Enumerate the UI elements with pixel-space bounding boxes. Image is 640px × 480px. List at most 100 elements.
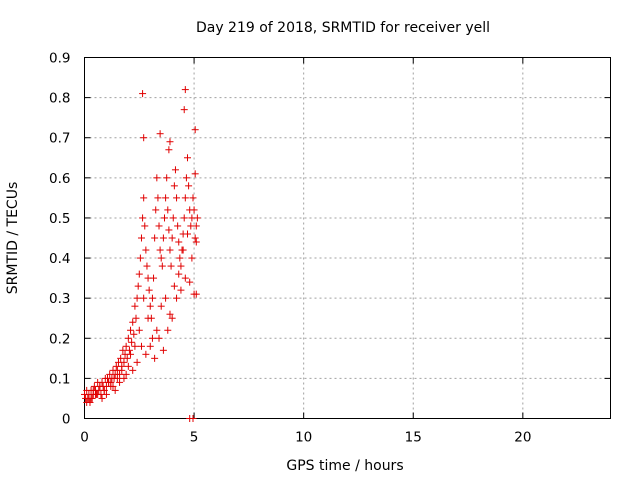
data-point <box>151 354 159 362</box>
data-point <box>166 246 174 254</box>
data-point <box>181 194 189 202</box>
data-point <box>143 262 151 270</box>
data-point <box>165 226 173 234</box>
data-point <box>139 90 147 98</box>
data-point <box>184 154 192 162</box>
data-point <box>189 194 197 202</box>
data-point <box>170 182 178 190</box>
data-point <box>167 262 175 270</box>
data-point <box>111 386 119 394</box>
data-point <box>190 206 198 214</box>
data-point <box>154 194 162 202</box>
data-point <box>133 294 141 302</box>
data-point <box>123 354 131 362</box>
data-point <box>180 214 188 222</box>
data-point <box>170 282 178 290</box>
data-point <box>191 170 199 178</box>
data-point <box>146 342 154 350</box>
data-point <box>132 314 140 322</box>
data-point <box>118 366 126 374</box>
data-point <box>156 246 164 254</box>
data-point <box>164 206 172 214</box>
data-point <box>124 334 132 342</box>
x-tick-label: 10 <box>295 430 312 446</box>
plot-frame <box>84 57 611 419</box>
y-tick-label: 0.3 <box>49 291 70 307</box>
data-point <box>137 342 145 350</box>
data-point <box>153 174 161 182</box>
data-point <box>193 214 201 222</box>
data-point <box>181 274 189 282</box>
data-point <box>176 254 184 262</box>
data-point <box>139 214 147 222</box>
x-tick-labels: 0 5 10 15 20 <box>80 430 531 446</box>
data-point <box>162 194 170 202</box>
data-point <box>102 390 110 398</box>
data-point <box>180 106 188 114</box>
data-point <box>168 314 176 322</box>
data-point <box>135 326 143 334</box>
data-point <box>191 126 199 134</box>
data-point <box>89 386 97 394</box>
data-point <box>144 314 152 322</box>
y-tick-label: 0.9 <box>49 51 70 67</box>
data-point <box>156 130 164 138</box>
y-tick-labels: 0 0.1 0.2 0.3 0.4 0.5 0.6 0.7 0.8 0.9 <box>49 51 70 428</box>
data-point <box>107 382 115 390</box>
data-point <box>129 318 137 326</box>
data-point <box>140 294 148 302</box>
data-point <box>116 370 124 378</box>
data-point <box>122 342 130 350</box>
data-point <box>159 234 167 242</box>
data-point <box>148 294 156 302</box>
data-point <box>131 342 139 350</box>
data-point <box>148 334 156 342</box>
data-point <box>133 358 141 366</box>
data-point <box>191 234 199 242</box>
data-point <box>140 134 148 142</box>
data-point <box>125 346 133 354</box>
data-point <box>116 378 124 386</box>
data-point <box>124 362 132 370</box>
data-point <box>175 270 183 278</box>
data-point <box>166 310 174 318</box>
data-point <box>146 302 154 310</box>
y-tick-label: 0.8 <box>49 91 70 107</box>
data-point <box>168 234 176 242</box>
data-point <box>174 222 182 230</box>
data-point <box>141 222 149 230</box>
data-point <box>184 230 192 238</box>
y-tick-label: 0 <box>62 412 71 428</box>
data-point <box>155 222 163 230</box>
data-point <box>127 326 135 334</box>
data-point <box>173 194 181 202</box>
data-point <box>100 386 108 394</box>
data-point <box>166 138 174 146</box>
y-axis-label: SRMTID / TECUs <box>5 182 21 295</box>
data-point <box>94 390 102 398</box>
y-tick-label: 0.5 <box>49 211 70 227</box>
data-point <box>159 346 167 354</box>
data-point <box>192 238 200 246</box>
data-point <box>105 378 113 386</box>
data-point <box>165 146 173 154</box>
data-point <box>85 394 93 402</box>
data-point <box>120 358 128 366</box>
x-axis-label: GPS time / hours <box>286 458 403 474</box>
chart-title: Day 219 of 2018, SRMTID for receiver yel… <box>196 20 490 36</box>
data-point <box>160 214 168 222</box>
data-point <box>129 366 137 374</box>
data-point <box>179 246 187 254</box>
data-point <box>140 194 148 202</box>
y-tick-label: 0.4 <box>49 251 70 267</box>
x-tick-label: 0 <box>80 430 89 446</box>
data-point <box>153 326 161 334</box>
data-point <box>96 382 104 390</box>
data-point <box>137 234 145 242</box>
data-point <box>135 270 143 278</box>
data-point <box>136 254 144 262</box>
data-point <box>98 378 106 386</box>
data-point <box>177 286 185 294</box>
data-point <box>163 174 171 182</box>
